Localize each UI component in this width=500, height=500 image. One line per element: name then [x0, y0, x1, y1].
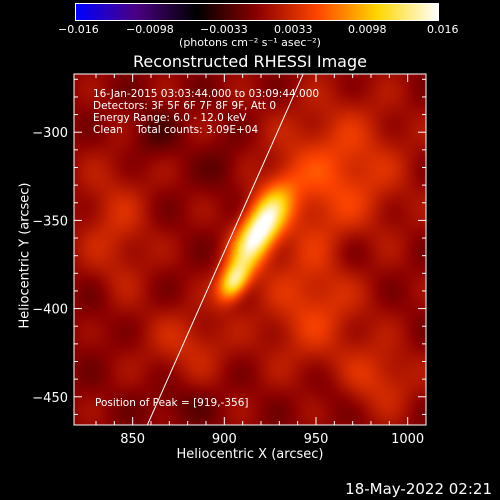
timestamp: 18-May-2022 02:21: [345, 480, 492, 498]
colorbar-tick-label: 0.0033: [274, 23, 313, 36]
colorbar-tick-label: −0.0098: [126, 23, 174, 36]
colorbar: [75, 3, 439, 21]
y-axis-label: Heliocentric Y (arcsec): [17, 182, 33, 329]
y-tick-label: −400: [32, 303, 68, 318]
info-energy-range: Energy Range: 6.0 - 12.0 keV: [93, 112, 247, 124]
x-tick-label: 900: [212, 432, 237, 447]
x-axis-label: Heliocentric X (arcsec): [176, 447, 324, 462]
chart-title: Reconstructed RHESSI Image: [133, 52, 367, 71]
solar-limb-line: [146, 73, 304, 426]
info-time-range: 16-Jan-2015 03:03:44.000 to 03:09:44.000: [93, 88, 320, 100]
heatmap-image: [74, 74, 426, 425]
info-detectors: Detectors: 3F 5F 6F 7F 8F 9F, Att 0: [93, 100, 277, 112]
peak-position-label: Position of Peak = [919,-356]: [95, 397, 249, 409]
x-tick-label: 1000: [391, 432, 424, 447]
colorbar-tick-label: −0.016: [58, 23, 99, 36]
y-tick-label: −350: [32, 214, 68, 229]
y-tick-label: −450: [32, 391, 68, 406]
colorbar-unit-label: (photons cm⁻² s⁻¹ asec⁻²): [179, 36, 321, 49]
y-tick-label: −300: [32, 126, 68, 141]
x-tick-label: 850: [120, 432, 145, 447]
plot-frame: [73, 73, 427, 426]
colorbar-tick-label: −0.0033: [200, 23, 248, 36]
colorbar-tick-label: 0.016: [427, 23, 459, 36]
info-clean-counts: Clean Total counts: 3.09E+04: [93, 124, 259, 136]
x-tick-label: 950: [304, 432, 329, 447]
colorbar-tick-label: 0.0098: [348, 23, 387, 36]
